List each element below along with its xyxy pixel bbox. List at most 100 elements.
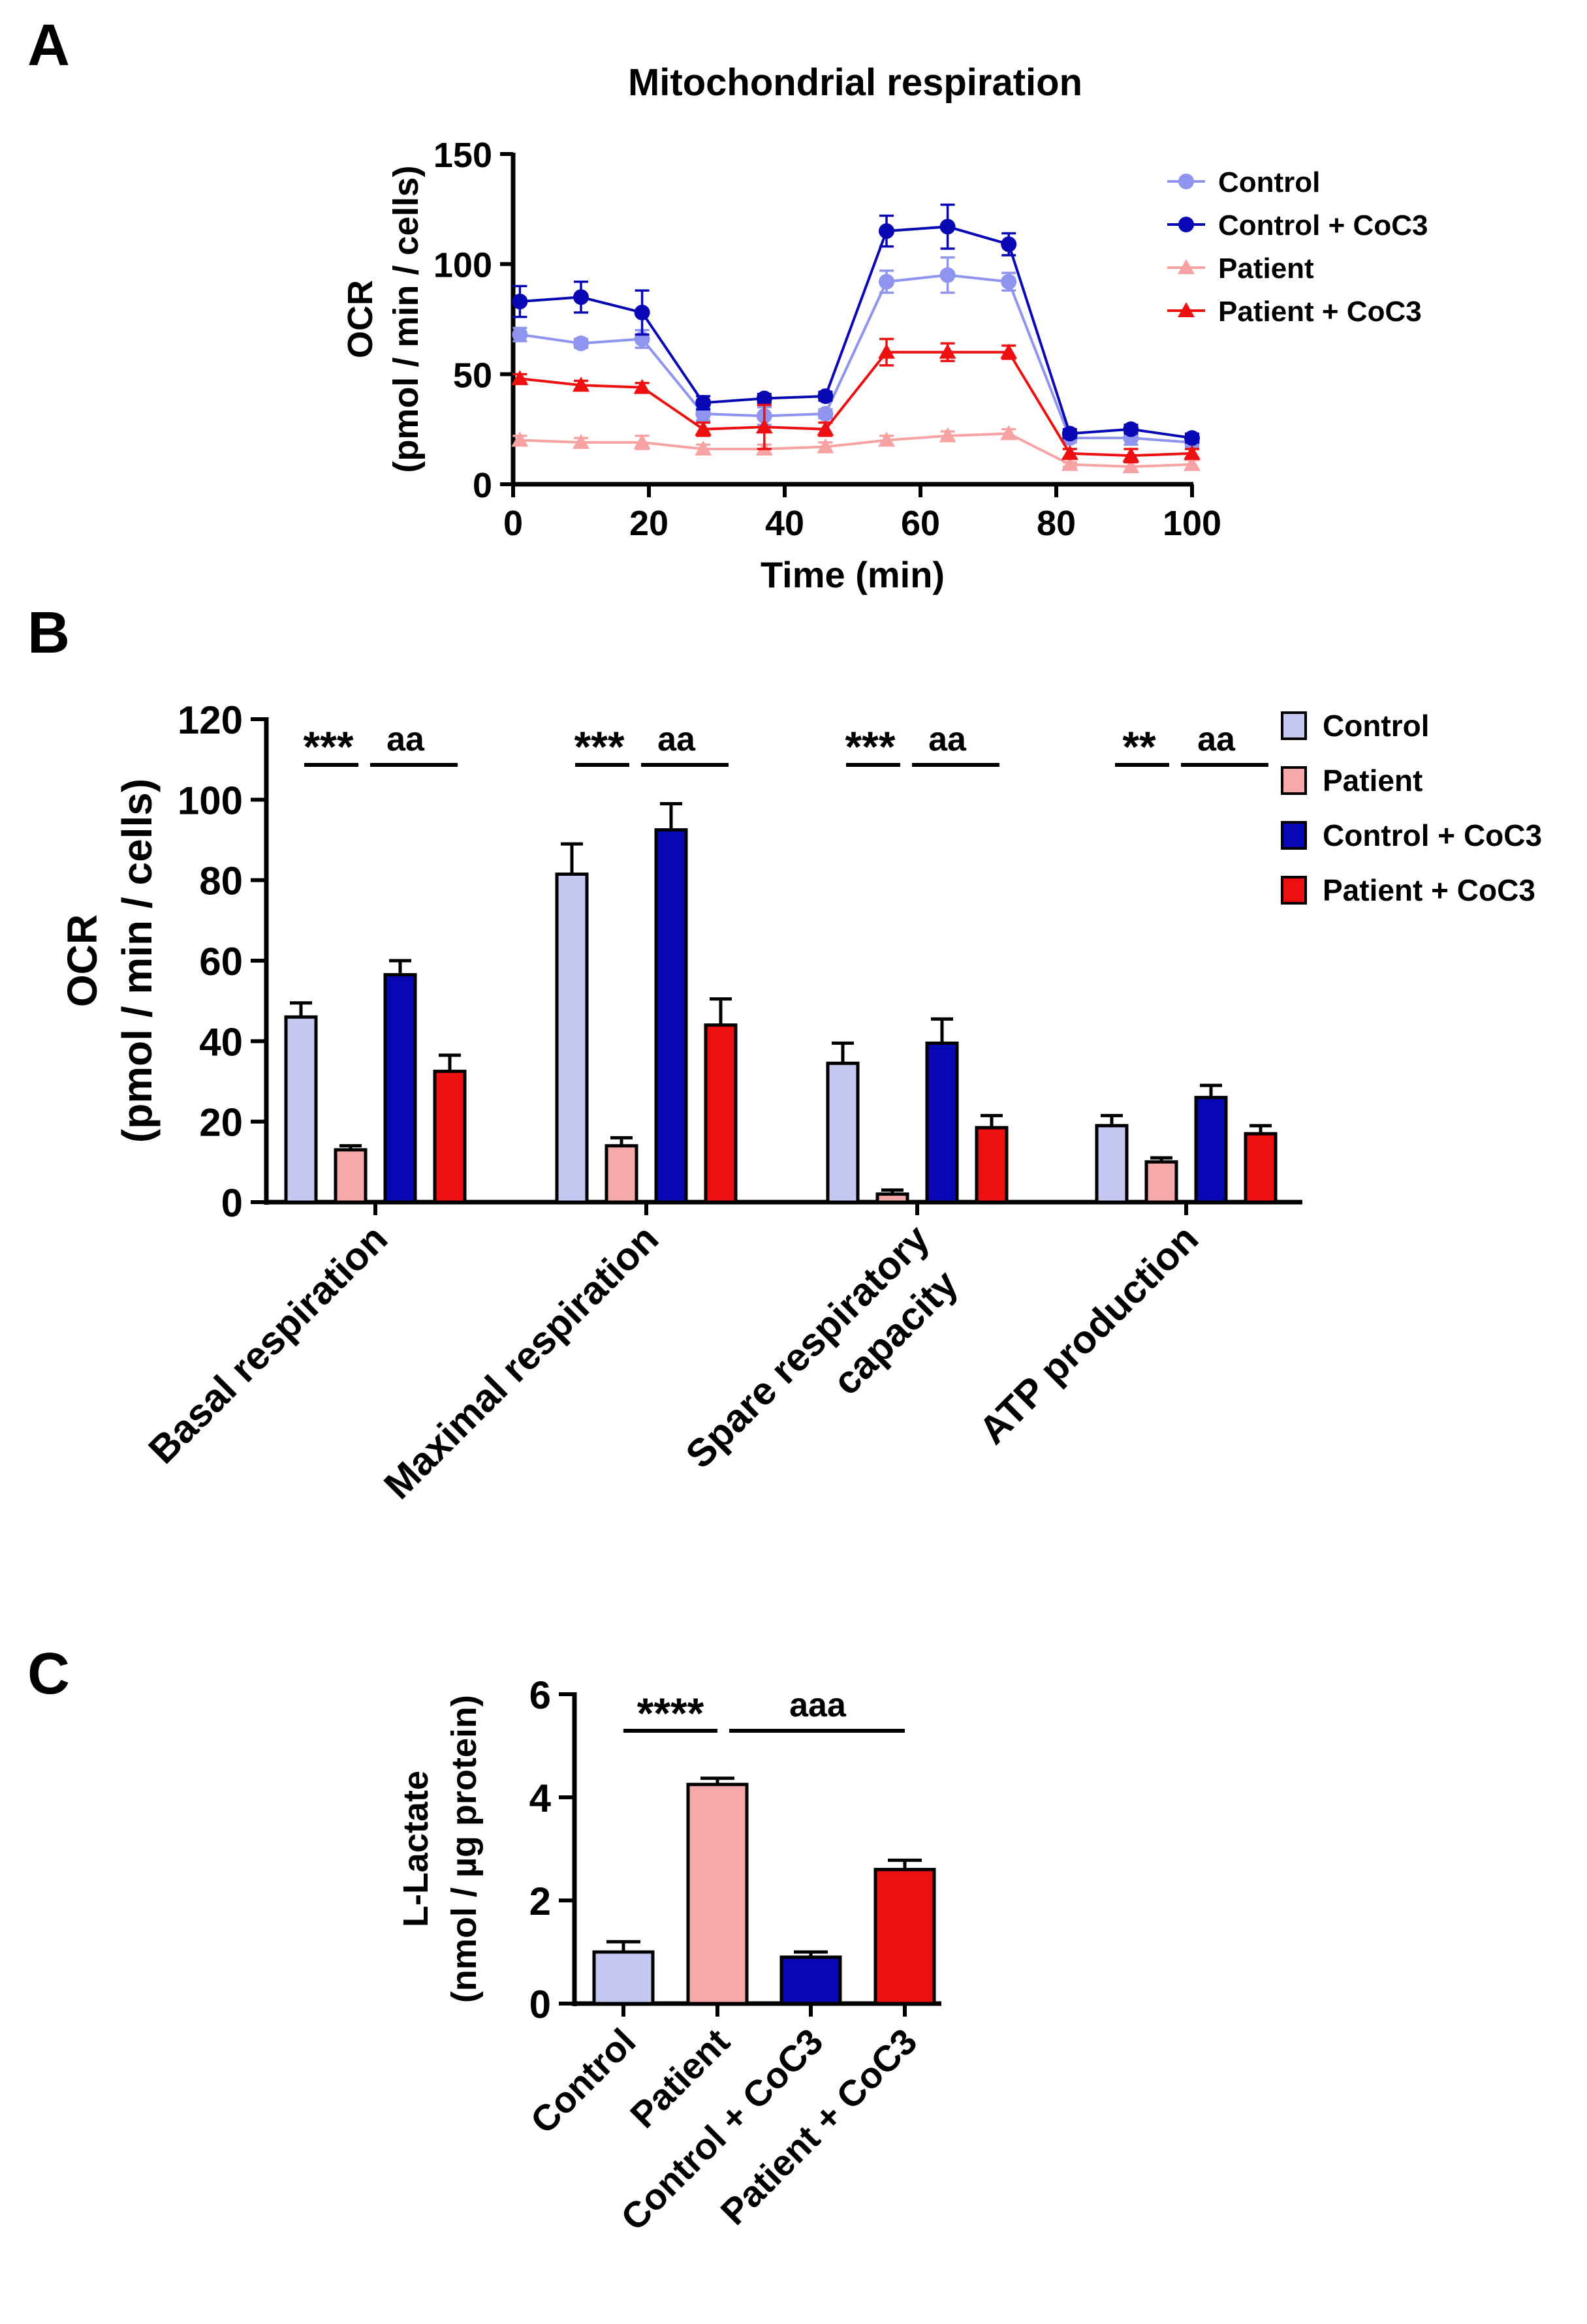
chart-b-significance-stars: *** — [845, 722, 895, 771]
chart-c-error-bar — [606, 1940, 640, 1952]
chart-a-point — [1122, 458, 1140, 474]
chart-a-point — [634, 304, 650, 320]
chart-a-legend-item: Patient — [1167, 253, 1314, 285]
panel-letter-c: C — [27, 1641, 70, 1707]
chart-a-point — [878, 431, 895, 447]
chart-a-point — [633, 379, 651, 394]
chart-a-legend: Control Control + CoC3 Patient Patient + Co… — [1167, 166, 1428, 328]
chart-a-point — [1122, 447, 1140, 463]
chart-a-title: Mitochondrial respiration — [628, 61, 1082, 104]
chart-b-significance: *** aa — [574, 720, 729, 771]
chart-c-significance: aaa — [729, 1686, 905, 1733]
chart-c-significance-label: **** — [637, 1689, 704, 1737]
chart-b-error-bar — [1200, 1083, 1222, 1098]
chart-b-legend-item: Patient — [1281, 764, 1422, 798]
chart-b-legend-swatch — [1281, 821, 1307, 850]
chart-b-bar — [654, 828, 688, 1204]
chart-c-y-tick-label: 0 — [529, 1983, 551, 2026]
chart-a-y-tick-label: 100 — [433, 246, 492, 285]
chart-a-point — [695, 395, 712, 411]
chart-b-category-label-line: Basal respiration — [140, 1216, 396, 1472]
chart-c-bar — [686, 1782, 749, 2006]
chart-a-legend-label: Control + CoC3 — [1218, 209, 1428, 241]
chart-c-y-label: L-Lactate (nmol / µg protein) — [396, 1695, 484, 2003]
chart-b-y-tick-label: 0 — [221, 1181, 243, 1225]
chart-a-point — [1061, 426, 1078, 442]
chart-a-point — [817, 388, 834, 405]
chart-a-legend-item: Patient + CoC3 — [1167, 296, 1422, 328]
chart-b-y-label: OCR (pmol / min / cells) — [59, 779, 161, 1143]
chart-a-point — [1184, 444, 1201, 460]
chart-b-legend-item: Control — [1281, 709, 1430, 743]
chart-a-point — [695, 441, 712, 456]
chart-a-point — [1001, 236, 1017, 253]
chart-a-point — [878, 343, 895, 359]
chart-b-error-bar — [710, 997, 732, 1025]
chart-b-error-bar — [439, 1053, 461, 1072]
chart-b-legend-swatch — [1281, 711, 1307, 740]
chart-b-bar — [975, 1126, 1009, 1204]
chart-a-y-tick-label: 150 — [433, 136, 492, 175]
chart-b-bar — [433, 1070, 467, 1204]
chart-b-significance: *** aa — [303, 720, 458, 771]
chart-a-point — [879, 223, 894, 240]
chart-b-y-tick-label: 60 — [199, 940, 243, 984]
chart-a-point — [756, 390, 772, 407]
chart-c-bar — [779, 1955, 842, 2006]
chart-a-point — [939, 267, 956, 283]
chart-a-series-1 — [512, 203, 1200, 446]
chart-a-point — [695, 420, 712, 436]
chart-b-legend-label: Control + CoC3 — [1323, 818, 1542, 852]
chart-b-significance-aa: aa — [928, 720, 967, 758]
chart-a-point — [633, 433, 651, 449]
chart-a-x-tick-label: 0 — [503, 504, 523, 543]
chart-a-series-3 — [511, 337, 1201, 464]
chart-b-legend-label: Patient + CoC3 — [1323, 873, 1535, 907]
chart-b-error-bar — [931, 1017, 953, 1044]
chart-a-y-tick-label: 50 — [453, 356, 492, 395]
chart-a-legend-item: Control — [1167, 166, 1320, 198]
chart-a-point — [1061, 444, 1078, 460]
chart-b-error-bar — [561, 842, 583, 875]
chart-b-bar — [605, 1144, 638, 1204]
chart-a-point — [1123, 421, 1139, 437]
chart-b-bar — [334, 1148, 368, 1204]
chart-b-legend-label: Patient — [1323, 764, 1422, 798]
chart-a-point — [1184, 430, 1200, 446]
chart-b-significance-stars: ** — [1122, 722, 1156, 771]
chart-c-category-label-text: Control — [522, 2021, 643, 2141]
chart-a-legend-marker — [1178, 302, 1195, 317]
chart-c-y-tick-label: 6 — [529, 1673, 551, 1717]
chart-a-point — [817, 438, 834, 454]
chart-a-point — [939, 427, 956, 442]
chart-b-legend-swatch — [1281, 766, 1307, 795]
chart-b-y-tick-label: 20 — [199, 1101, 243, 1145]
chart-a-point — [939, 219, 956, 235]
chart-a-point — [939, 343, 956, 359]
chart-b-bar — [826, 1061, 860, 1204]
chart-b-category-label-line: ATP production — [971, 1216, 1207, 1453]
chart-b-significance-stars: *** — [303, 722, 353, 771]
chart-a-point — [817, 406, 834, 422]
chart-a-point — [573, 335, 589, 352]
chart-b-error-bar — [389, 959, 411, 975]
chart-b-significance-stars: *** — [574, 722, 624, 771]
chart-a-x-tick-label: 100 — [1163, 504, 1221, 543]
chart-b-significance-aa: aa — [657, 720, 696, 758]
chart-a-point — [1001, 273, 1017, 290]
chart-a-legend-marker — [1178, 217, 1194, 232]
chart-a-series-line — [520, 350, 1193, 457]
chart-c-bar — [873, 1868, 936, 2006]
chart-b-y-tick-label: 100 — [178, 779, 243, 822]
chart-b-bar — [925, 1041, 959, 1204]
chart-b-error-bar — [660, 802, 682, 830]
chart-a-x-tick-label: 80 — [1037, 504, 1076, 543]
chart-a: 0 50 100 150 0 20 40 60 80 100 Time (min) OCR (pmol … — [341, 136, 1428, 595]
chart-a-series-line — [520, 225, 1193, 440]
chart-b-y-tick-label: 40 — [199, 1020, 243, 1064]
chart-b-legend-swatch — [1281, 876, 1307, 905]
chart-b-bar — [1144, 1160, 1178, 1204]
chart-b-y-label-line2: (pmol / min / cells) — [114, 779, 161, 1143]
chart-a-point — [879, 273, 894, 290]
chart-a-legend-marker — [1178, 174, 1194, 189]
